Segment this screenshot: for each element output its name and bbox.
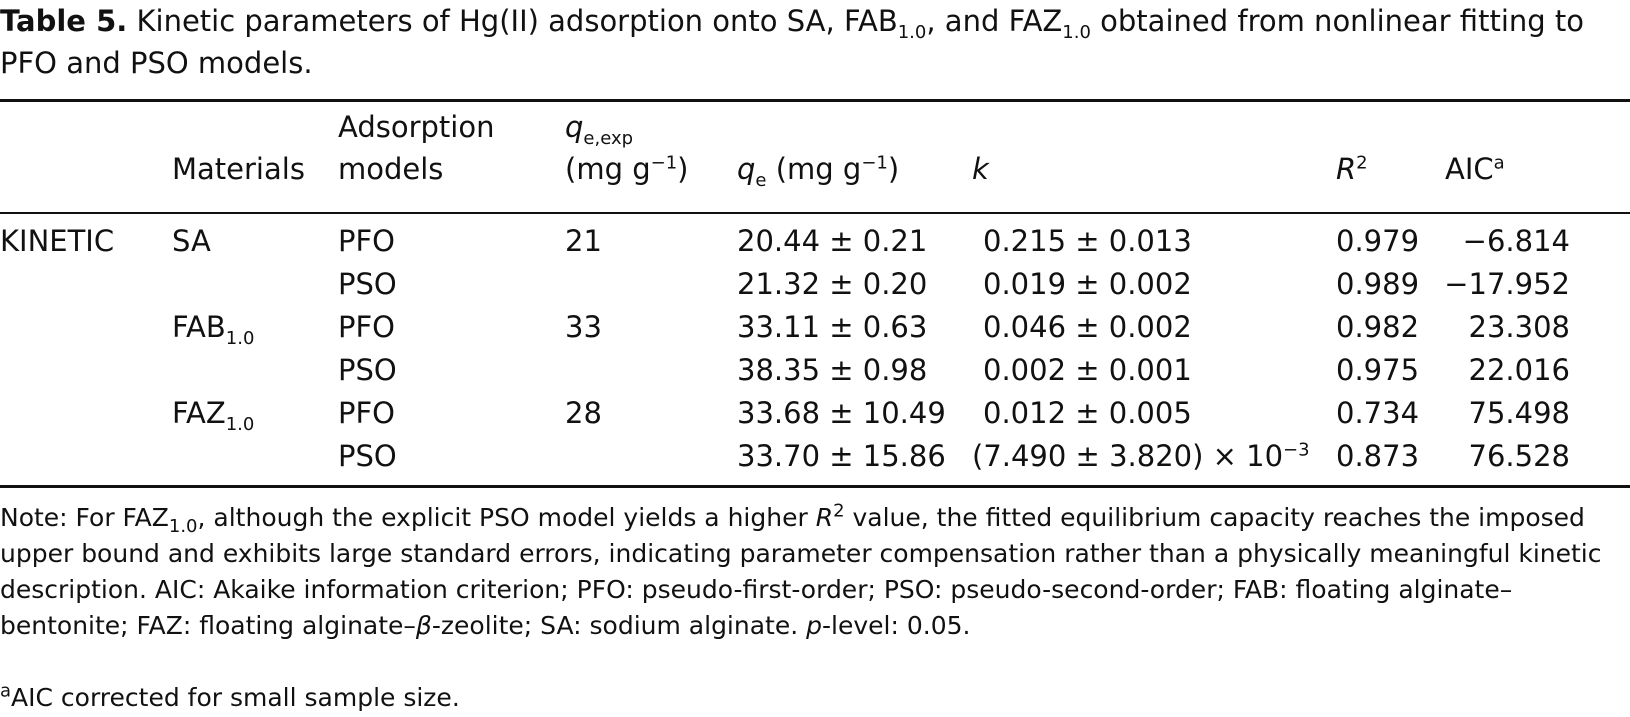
header-models-line1: Adsorption — [338, 110, 495, 144]
cell-qexp: 33 — [565, 310, 602, 344]
cell-aic: 76.528 — [1468, 439, 1570, 473]
cell-aic: −17.952 — [1444, 267, 1570, 301]
cell-qe: 38.35 ± 0.98 — [737, 353, 928, 387]
cell-k: (7.490 ± 3.820) × 10−3 — [972, 439, 1310, 473]
cell-model: PFO — [338, 310, 395, 344]
cell-aic: 23.308 — [1468, 310, 1570, 344]
cell-material: FAB1.0 — [172, 310, 255, 349]
header-materials: Materials — [172, 152, 305, 186]
cell-material: FAZ1.0 — [172, 396, 255, 435]
cell-k: 0.046 ± 0.002 — [983, 310, 1192, 344]
cell-qe: 33.68 ± 10.49 — [737, 396, 946, 430]
table-top-rule — [0, 99, 1630, 102]
group-label: KINETIC — [0, 224, 115, 258]
cell-r2: 0.734 — [1336, 396, 1420, 430]
header-aic: AICa — [1445, 152, 1505, 186]
cell-qe: 20.44 ± 0.21 — [737, 224, 928, 258]
caption-sub-1: 1.0 — [897, 21, 927, 43]
cell-k: 0.215 ± 0.013 — [983, 224, 1192, 258]
cell-qexp: 28 — [565, 396, 602, 430]
cell-aic: 22.016 — [1468, 353, 1570, 387]
cell-qe: 33.11 ± 0.63 — [737, 310, 928, 344]
table-header-rule — [0, 212, 1630, 214]
cell-model: PFO — [338, 224, 395, 258]
cell-qe: 33.70 ± 15.86 — [737, 439, 946, 473]
cell-k: 0.012 ± 0.005 — [983, 396, 1192, 430]
cell-model: PSO — [338, 267, 397, 301]
cell-model: PSO — [338, 353, 397, 387]
cell-r2: 0.982 — [1336, 310, 1420, 344]
header-r2: R2 — [1336, 152, 1368, 186]
cell-k: 0.019 ± 0.002 — [983, 267, 1192, 301]
table-label: Table 5. — [0, 4, 128, 38]
cell-r2: 0.979 — [1336, 224, 1420, 258]
header-qexp-symbol: qe,exp — [565, 110, 634, 149]
header-k: k — [972, 152, 989, 186]
cell-r2: 0.989 — [1336, 267, 1420, 301]
cell-material: SA — [172, 224, 211, 258]
cell-aic: −6.814 — [1462, 224, 1570, 258]
cell-qe: 21.32 ± 0.20 — [737, 267, 928, 301]
cell-model: PFO — [338, 396, 395, 430]
table-footnote: aAIC corrected for small sample size. — [0, 680, 460, 712]
cell-aic: 75.498 — [1468, 396, 1570, 430]
table-bottom-rule — [0, 485, 1630, 488]
cell-r2: 0.975 — [1336, 353, 1420, 387]
cell-r2: 0.873 — [1336, 439, 1420, 473]
cell-qexp: 21 — [565, 224, 602, 258]
header-qe: qe (mg g−1) — [737, 152, 900, 191]
caption-text-pre: Kinetic parameters of Hg(II) adsorption … — [136, 4, 898, 38]
caption-text-post: obtained from nonlinear fitting to PFO a… — [0, 4, 1584, 80]
caption-text-mid: , and FAZ — [926, 4, 1063, 38]
cell-k: 0.002 ± 0.001 — [983, 353, 1192, 387]
header-qexp-unit: (mg g−1) — [565, 152, 689, 186]
cell-model: PSO — [338, 439, 397, 473]
table-note: Note: For FAZ1.0, although the explicit … — [0, 500, 1602, 640]
caption-sub-2: 1.0 — [1062, 21, 1091, 43]
header-models-line2: models — [338, 152, 444, 186]
table-caption: Table 5. Kinetic parameters of Hg(II) ad… — [0, 0, 1620, 84]
